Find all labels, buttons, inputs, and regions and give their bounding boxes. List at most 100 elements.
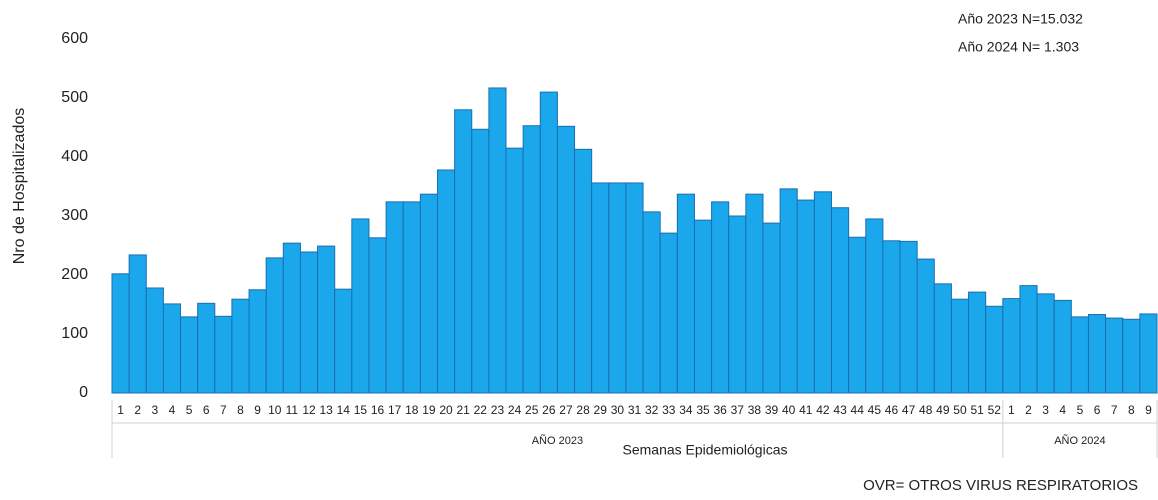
bar	[351, 218, 370, 394]
bar	[968, 291, 987, 394]
annotation: Año 2023 N=15.032	[958, 11, 1083, 27]
bar	[693, 219, 713, 394]
bar	[642, 211, 661, 394]
x-tick-label: 22	[474, 403, 488, 417]
x-tick-label: 24	[508, 403, 522, 417]
x-tick-label: 12	[302, 403, 316, 417]
x-tick-label: 49	[936, 403, 950, 417]
bar	[728, 215, 747, 394]
x-tick-label: 37	[731, 403, 745, 417]
y-tick-label: 400	[61, 148, 88, 165]
bar	[539, 91, 558, 394]
bar	[659, 232, 678, 394]
x-tick-label: 36	[713, 403, 727, 417]
bar	[882, 240, 901, 394]
x-tick-label: 16	[371, 403, 385, 417]
y-axis-title: Nro de Hospitalizados	[11, 108, 28, 265]
bar	[282, 242, 301, 394]
bar	[454, 109, 473, 394]
x-tick-label: 1	[1008, 403, 1015, 417]
bar	[214, 315, 233, 394]
x-tick-label: 42	[816, 403, 830, 417]
bar	[950, 298, 970, 394]
x-tick-label: 5	[186, 403, 193, 417]
bar	[111, 273, 130, 394]
bar	[1087, 314, 1107, 394]
bar	[505, 147, 524, 394]
x-tick-label: 45	[868, 403, 882, 417]
bar	[1122, 318, 1141, 394]
x-tick-label: 28	[576, 403, 590, 417]
bar	[813, 191, 833, 394]
bar	[848, 236, 867, 394]
y-tick-label: 0	[79, 384, 88, 401]
x-tick-label: 52	[988, 403, 1002, 417]
x-tick-label: 11	[286, 403, 299, 417]
bar	[1070, 316, 1089, 394]
x-tick-label: 17	[388, 403, 402, 417]
x-tick-label: 26	[542, 403, 556, 417]
bar	[591, 182, 610, 394]
x-tick-label: 29	[594, 403, 608, 417]
x-tick-label: 15	[354, 403, 368, 417]
x-tick-label: 33	[662, 403, 676, 417]
bar	[762, 222, 781, 394]
x-tick-label: 2	[1025, 403, 1032, 417]
x-tick-label: 31	[628, 403, 642, 417]
x-tick-label: 21	[457, 403, 471, 417]
x-tick-label: 32	[645, 403, 659, 417]
x-tick-label: 40	[782, 403, 796, 417]
x-tick-label: 18	[405, 403, 419, 417]
group-label: AÑO 2024	[1054, 434, 1105, 447]
x-tick-label: 5	[1077, 403, 1084, 417]
bar	[248, 289, 267, 394]
bar	[488, 87, 507, 394]
y-tick-label: 300	[61, 207, 88, 224]
x-tick-label: 13	[319, 403, 333, 417]
bar	[711, 201, 730, 394]
bar	[933, 283, 952, 394]
x-tick-label: 48	[919, 403, 933, 417]
x-tick-label: 4	[1059, 403, 1066, 417]
bar	[334, 288, 353, 394]
x-tick-label: 44	[851, 403, 865, 417]
bar	[180, 316, 199, 394]
bar	[197, 302, 216, 394]
x-tick-label: 7	[1111, 403, 1118, 417]
x-tick-label: 35	[696, 403, 710, 417]
y-tick-label: 600	[61, 30, 88, 47]
bar	[556, 125, 576, 394]
bar	[1002, 298, 1021, 394]
bar	[1053, 299, 1072, 394]
x-tick-label: 6	[203, 403, 210, 417]
bar	[1036, 293, 1055, 394]
x-tick-label: 9	[254, 403, 261, 417]
bar	[162, 303, 182, 394]
x-tick-label: 3	[1042, 403, 1049, 417]
bar	[831, 207, 850, 394]
x-tick-label: 8	[237, 403, 244, 417]
x-tick-label: 46	[885, 403, 899, 417]
bar	[865, 218, 884, 394]
y-tick-label: 100	[61, 325, 88, 342]
x-tick-label: 25	[525, 403, 539, 417]
x-tick-label: 9	[1145, 403, 1152, 417]
bar	[385, 201, 404, 394]
x-tick-label: 7	[220, 403, 227, 417]
x-tick-label: 10	[268, 403, 282, 417]
bar	[436, 169, 456, 394]
bar	[145, 287, 164, 394]
x-tick-label: 41	[799, 403, 813, 417]
x-tick-label: 38	[748, 403, 762, 417]
bar	[1105, 317, 1124, 394]
x-tick-label: 8	[1128, 403, 1135, 417]
bar	[128, 254, 147, 394]
bar	[265, 257, 284, 394]
x-tick-label: 14	[337, 403, 351, 417]
x-tick-label: 23	[491, 403, 505, 417]
bar	[985, 305, 1004, 394]
x-axis-title: Semanas Epidemiológicas	[623, 442, 788, 458]
bar	[368, 237, 387, 394]
x-tick-label: 27	[559, 403, 573, 417]
